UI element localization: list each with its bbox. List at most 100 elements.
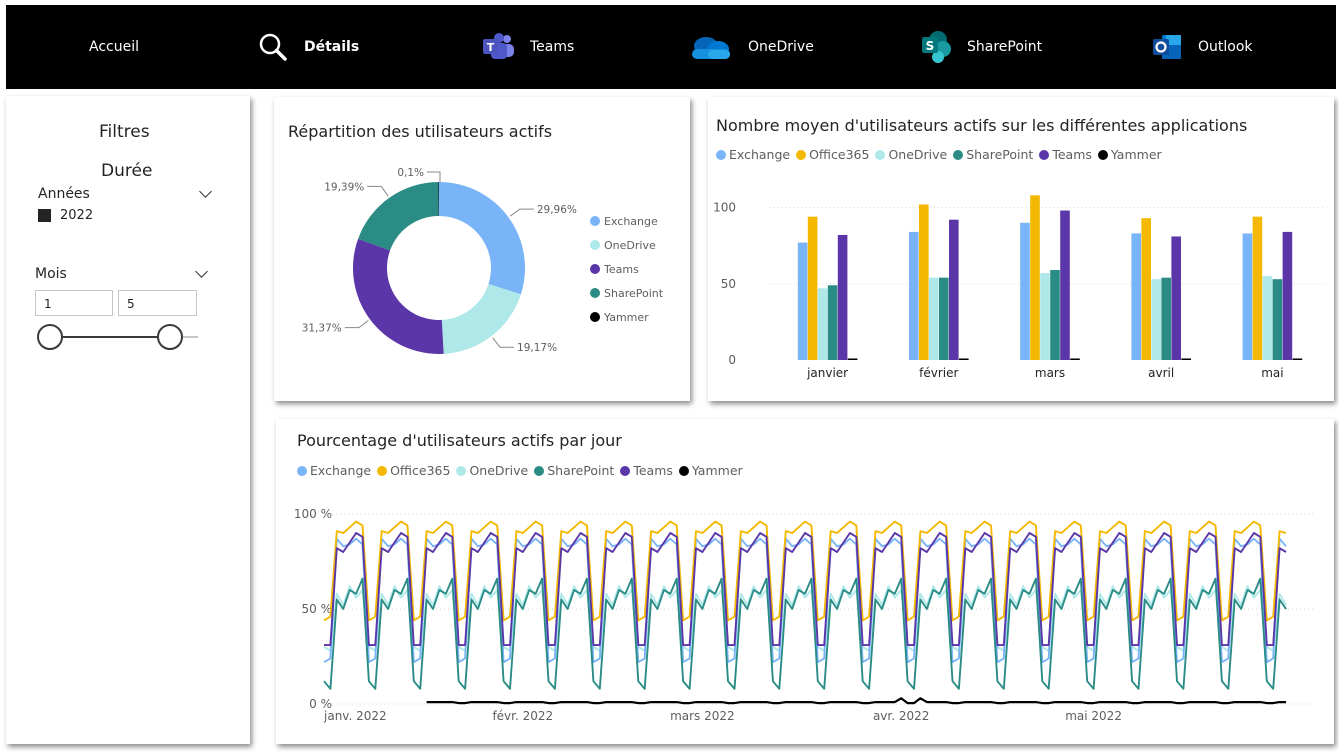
legend-item-yammer[interactable]: Yammer [590,305,663,329]
line-series-yammer[interactable] [426,697,1286,705]
legend-item-teams[interactable]: Teams [590,257,663,281]
bar-exchange-mars[interactable] [1020,222,1030,360]
donut-data-label-yammer: 0,1% [397,167,424,179]
bar-onedrive-mars[interactable] [1040,273,1050,360]
bar-yammer-mars[interactable] [1070,358,1080,360]
nav-teams-button[interactable]: T Teams [480,5,574,89]
years-slicer-label: Années [38,186,90,202]
bar-yammer-avril[interactable] [1181,358,1191,360]
bar-teams-mars[interactable] [1060,210,1070,360]
donut-slice-yammer[interactable] [438,182,439,217]
nav-onedrive-label: OneDrive [748,39,814,55]
bar-sharepoint-avril[interactable] [1161,277,1171,360]
legend-dot-onedrive [590,240,600,250]
line-series-sharepoint[interactable] [323,577,1287,690]
donut-leader-line-sharepoint [367,185,389,197]
bar-office365-avril[interactable] [1141,218,1151,360]
legend-item-teams[interactable]: Teams [1039,147,1092,162]
bar-onedrive-mai[interactable] [1262,276,1273,360]
month-min-input[interactable]: 1 [35,290,113,316]
line-chart-card: Pourcentage d'utilisateurs actifs par jo… [276,419,1334,744]
legend-dot-yammer [678,465,689,476]
bar-x-tick-label: mai [1261,366,1283,380]
bar-chart: 0 50 100 janvier février mars avril mai [713,195,1326,380]
line-x-tick-label: mars 2022 [670,709,735,723]
legend-dot-sharepoint [953,149,964,160]
legend-item-onedrive[interactable]: OneDrive [456,463,528,478]
donut-slice-onedrive[interactable] [441,283,521,354]
bar-yammer-mai[interactable] [1292,358,1303,360]
legend-label-office365: Office365 [809,147,870,162]
month-max-input[interactable]: 5 [118,290,197,316]
legend-item-sharepoint[interactable]: SharePoint [953,147,1033,162]
bar-sharepoint-f-vrier[interactable] [939,277,949,360]
years-chevron-down-icon[interactable] [199,185,212,198]
legend-label-yammer: Yammer [1110,147,1162,162]
legend-label-onedrive: OneDrive [469,463,529,478]
nav-onedrive-button[interactable]: OneDrive [686,5,814,89]
bar-office365-janvier[interactable] [807,216,818,360]
legend-item-onedrive[interactable]: OneDrive [590,233,663,257]
bar-teams-f-vrier[interactable] [949,219,959,360]
legend-item-teams[interactable]: Teams [620,463,673,478]
bar-exchange-mai[interactable] [1242,233,1253,360]
bar-exchange-avril[interactable] [1131,233,1141,360]
bar-onedrive-f-vrier[interactable] [929,277,939,360]
bar-exchange-f-vrier[interactable] [909,231,919,360]
sharepoint-icon: S [917,28,955,66]
donut-slice-sharepoint[interactable] [358,182,439,251]
svg-text:T: T [487,41,495,54]
nav-details-button[interactable]: Détails [254,5,359,89]
bar-onedrive-avril[interactable] [1151,279,1161,360]
line-x-tick-label: févr. 2022 [492,709,553,723]
nav-sharepoint-button[interactable]: S SharePoint [917,5,1042,89]
legend-item-office365[interactable]: Office365 [377,463,450,478]
bar-legend: Exchange Office365 OneDrive SharePoint Teams… [716,147,1168,162]
bar-office365-mars[interactable] [1030,195,1040,360]
bar-onedrive-janvier[interactable] [817,288,828,360]
line-y-tick-label: 50 % [302,602,333,616]
month-range-max-handle[interactable] [157,324,183,350]
line-chart-title: Pourcentage d'utilisateurs actifs par jo… [297,431,622,450]
legend-item-yammer[interactable]: Yammer [678,463,743,478]
months-chevron-down-icon[interactable] [195,265,208,278]
legend-item-exchange[interactable]: Exchange [297,463,371,478]
year-2022-label: 2022 [60,208,94,223]
month-range-min-handle[interactable] [37,324,63,350]
bar-sharepoint-mai[interactable] [1272,279,1283,360]
bar-yammer-f-vrier[interactable] [959,358,969,360]
donut-leader-line-exchange [509,208,534,217]
legend-item-onedrive[interactable]: OneDrive [875,147,947,162]
legend-item-yammer[interactable]: Yammer [1097,147,1162,162]
bar-office365-mai[interactable] [1252,216,1263,360]
bar-sharepoint-janvier[interactable] [827,285,838,360]
nav-teams-label: Teams [530,39,575,55]
legend-item-office365[interactable]: Office365 [796,147,869,162]
year-2022-option[interactable]: 2022 [38,208,93,223]
legend-label-sharepoint: SharePoint [547,463,615,478]
legend-item-sharepoint[interactable]: SharePoint [590,281,663,305]
bar-teams-avril[interactable] [1171,236,1181,360]
line-series-teams[interactable] [324,532,1287,647]
line-series-office365[interactable] [323,520,1287,622]
donut-slice-teams[interactable] [353,238,444,354]
bar-sharepoint-mars[interactable] [1050,270,1060,360]
legend-dot-onedrive [875,149,886,160]
legend-label-teams: Teams [1052,147,1092,162]
bar-office365-f-vrier[interactable] [919,204,929,360]
bar-teams-janvier[interactable] [837,234,848,360]
nav-outlook-button[interactable]: Outlook [1148,5,1253,89]
donut-leader-line-teams [344,320,369,329]
donut-data-label-teams: 31,37% [302,323,342,335]
legend-item-exchange[interactable]: Exchange [716,147,790,162]
legend-item-sharepoint[interactable]: SharePoint [534,463,614,478]
year-2022-checkbox[interactable] [38,209,51,222]
legend-dot-onedrive [456,465,467,476]
bar-teams-mai[interactable] [1282,231,1293,360]
bar-x-tick-label: mars [1035,366,1065,380]
nav-accueil-button[interactable]: Accueil [89,5,139,89]
bar-exchange-janvier[interactable] [797,242,808,360]
bar-yammer-janvier[interactable] [847,358,858,360]
legend-item-exchange[interactable]: Exchange [590,209,663,233]
donut-slice-exchange[interactable] [439,182,525,295]
